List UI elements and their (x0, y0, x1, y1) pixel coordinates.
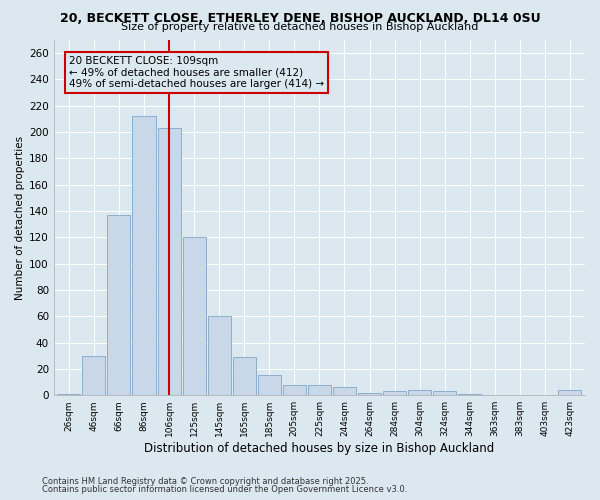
Bar (358, 392, 381, 395)
Bar (408, 390, 431, 395)
Text: Size of property relative to detached houses in Bishop Auckland: Size of property relative to detached ho… (121, 22, 479, 32)
Bar (308, 384, 331, 395)
Bar (208, 316, 230, 395)
Bar (559, 390, 581, 395)
Text: 20 BECKETT CLOSE: 109sqm
← 49% of detached houses are smaller (412)
49% of semi-: 20 BECKETT CLOSE: 109sqm ← 49% of detach… (69, 56, 324, 89)
Bar (107, 215, 130, 395)
Text: Contains HM Land Registry data © Crown copyright and database right 2025.: Contains HM Land Registry data © Crown c… (42, 477, 368, 486)
Bar (182, 238, 206, 395)
Y-axis label: Number of detached properties: Number of detached properties (15, 136, 25, 300)
X-axis label: Distribution of detached houses by size in Bishop Auckland: Distribution of detached houses by size … (144, 442, 494, 455)
Bar (158, 128, 181, 395)
Bar (258, 376, 281, 395)
Bar (383, 392, 406, 395)
Bar (233, 357, 256, 395)
Text: 20, BECKETT CLOSE, ETHERLEY DENE, BISHOP AUCKLAND, DL14 0SU: 20, BECKETT CLOSE, ETHERLEY DENE, BISHOP… (59, 12, 541, 24)
Bar (283, 384, 306, 395)
Bar (333, 388, 356, 395)
Bar (458, 394, 481, 395)
Text: Contains public sector information licensed under the Open Government Licence v3: Contains public sector information licen… (42, 485, 407, 494)
Bar (82, 356, 106, 395)
Bar (57, 394, 80, 395)
Bar (133, 116, 155, 395)
Bar (433, 392, 456, 395)
